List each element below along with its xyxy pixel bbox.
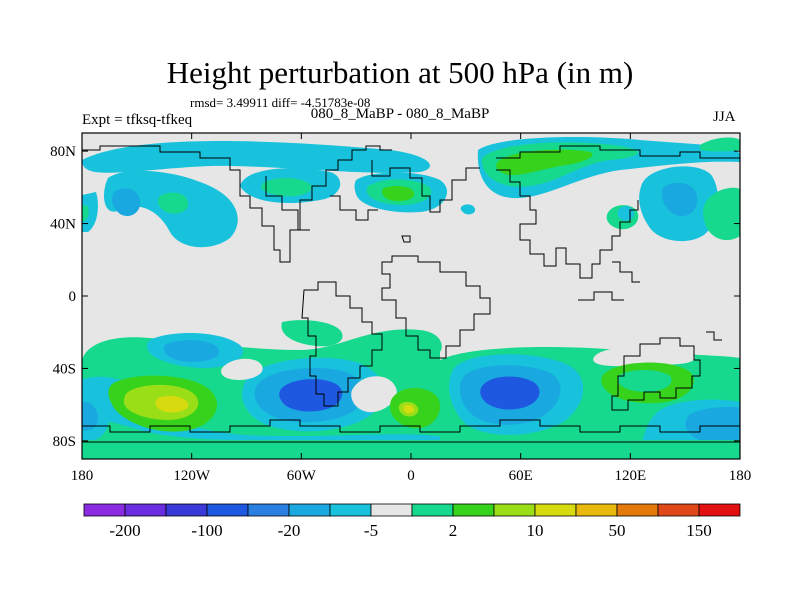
x-tick-label: 120E [614, 468, 646, 484]
colorbar-swatch [247, 503, 290, 517]
contour-region [661, 182, 698, 216]
experiment-label: Expt = tfksq-tfkeq [82, 112, 193, 128]
colorbar-swatch [370, 503, 413, 517]
colorbar-swatch [288, 503, 331, 517]
colorbar-label: 50 [609, 521, 626, 540]
x-tick-label: 120W [173, 468, 211, 484]
contour-region [164, 340, 220, 362]
colorbar-swatch [411, 503, 454, 517]
contour-region [382, 185, 415, 202]
colorbar-label: -200 [109, 521, 140, 540]
y-tick-label: 40S [53, 361, 76, 377]
colorbar-swatch [657, 503, 700, 517]
contour-region [112, 188, 141, 217]
contour-region [700, 137, 740, 152]
contour-region [403, 405, 415, 414]
colorbar-swatch [616, 503, 659, 517]
contour-region [685, 406, 740, 444]
contour-region [480, 376, 540, 410]
colorbar-label: 10 [527, 521, 544, 540]
coastline [301, 281, 383, 407]
colorbar-label: -5 [364, 521, 378, 540]
colorbar-label: -20 [278, 521, 301, 540]
coastline [381, 255, 491, 359]
coastline [330, 195, 378, 221]
colorbar-swatch [329, 503, 372, 517]
colorbar-label: -100 [191, 521, 222, 540]
colorbar-swatch [575, 503, 618, 517]
coastline [612, 261, 640, 283]
coastline [265, 176, 310, 231]
coastline [706, 331, 722, 341]
coastline [82, 419, 740, 433]
y-axis: 80N 40N 0 40S 80S [50, 144, 740, 450]
contour-region [279, 379, 343, 412]
contour-region [593, 346, 695, 367]
coastline [401, 235, 411, 243]
plot-area [82, 133, 740, 459]
contour-region [82, 140, 430, 173]
contour-region [617, 206, 634, 221]
colorbar-label: 150 [686, 521, 712, 540]
colorbar-swatch [534, 503, 577, 517]
contour-region [460, 204, 476, 215]
x-tick-label: 60W [287, 468, 317, 484]
colorbar: -200 -100 -20 -5 2 10 50 150 [83, 503, 741, 540]
x-tick-label: 180 [71, 468, 94, 484]
contour-region [281, 320, 343, 347]
coastline [496, 145, 740, 159]
contour-region [617, 370, 672, 392]
colorbar-swatch [698, 503, 741, 517]
contour-fill-layer [82, 137, 740, 459]
coastline [371, 160, 480, 213]
contour-region [261, 178, 312, 197]
contour-region [82, 205, 89, 222]
coastline [496, 169, 639, 279]
colorbar-swatch [493, 503, 536, 517]
colorbar-swatch [165, 503, 208, 517]
colorbar-swatch [124, 503, 167, 517]
contour-region [158, 192, 189, 214]
contour-region [703, 187, 740, 241]
colorbar-swatch [452, 503, 495, 517]
colorbar-swatch [206, 503, 249, 517]
x-tick-label: 180 [729, 468, 752, 484]
contour-region [82, 401, 98, 431]
coastline [82, 145, 392, 263]
y-tick-label: 80N [50, 144, 76, 160]
contour-region [351, 376, 397, 413]
contour-region [155, 396, 189, 413]
y-tick-label: 80S [53, 434, 76, 450]
x-tick-label: 0 [407, 468, 415, 484]
stats-line: rmsd= 3.49911 diff= -4.51783e-08 [190, 95, 371, 110]
chart-title: Height perturbation at 500 hPa (in m) [166, 55, 634, 90]
y-tick-label: 0 [69, 289, 77, 305]
contour-region [221, 358, 263, 380]
coastline [611, 337, 701, 411]
contour-region [82, 192, 98, 232]
y-tick-label: 40N [50, 217, 76, 233]
colorbar-label: 2 [449, 521, 458, 540]
chart-subtitle: 080_8_MaBP - 080_8_MaBP [310, 106, 490, 122]
season-label: JJA [713, 109, 736, 125]
x-axis: 180 120W 60W 0 60E 120E 180 [71, 133, 752, 484]
contour-region [82, 440, 740, 459]
x-tick-label: 60E [509, 468, 533, 484]
coastline-layer [82, 145, 740, 443]
colorbar-swatch [83, 503, 126, 517]
coastline [578, 291, 624, 301]
